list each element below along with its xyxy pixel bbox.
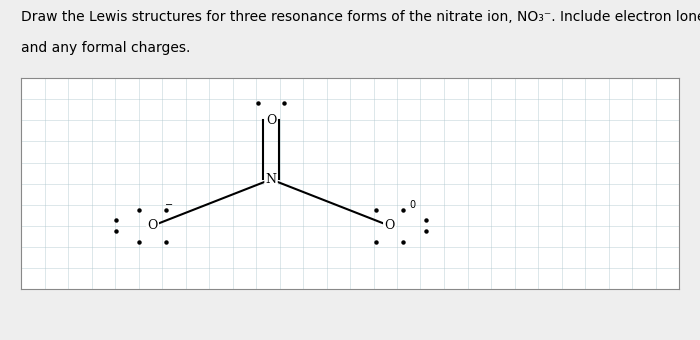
Text: and any formal charges.: and any formal charges. xyxy=(21,41,190,55)
Text: O: O xyxy=(266,114,276,127)
Text: Draw the Lewis structures for three resonance forms of the nitrate ion, NO₃⁻. In: Draw the Lewis structures for three reso… xyxy=(21,10,700,24)
Text: 0: 0 xyxy=(410,200,416,210)
Text: −: − xyxy=(165,200,173,210)
Text: O: O xyxy=(148,219,158,232)
Text: N: N xyxy=(265,173,276,186)
Text: O: O xyxy=(384,219,395,232)
